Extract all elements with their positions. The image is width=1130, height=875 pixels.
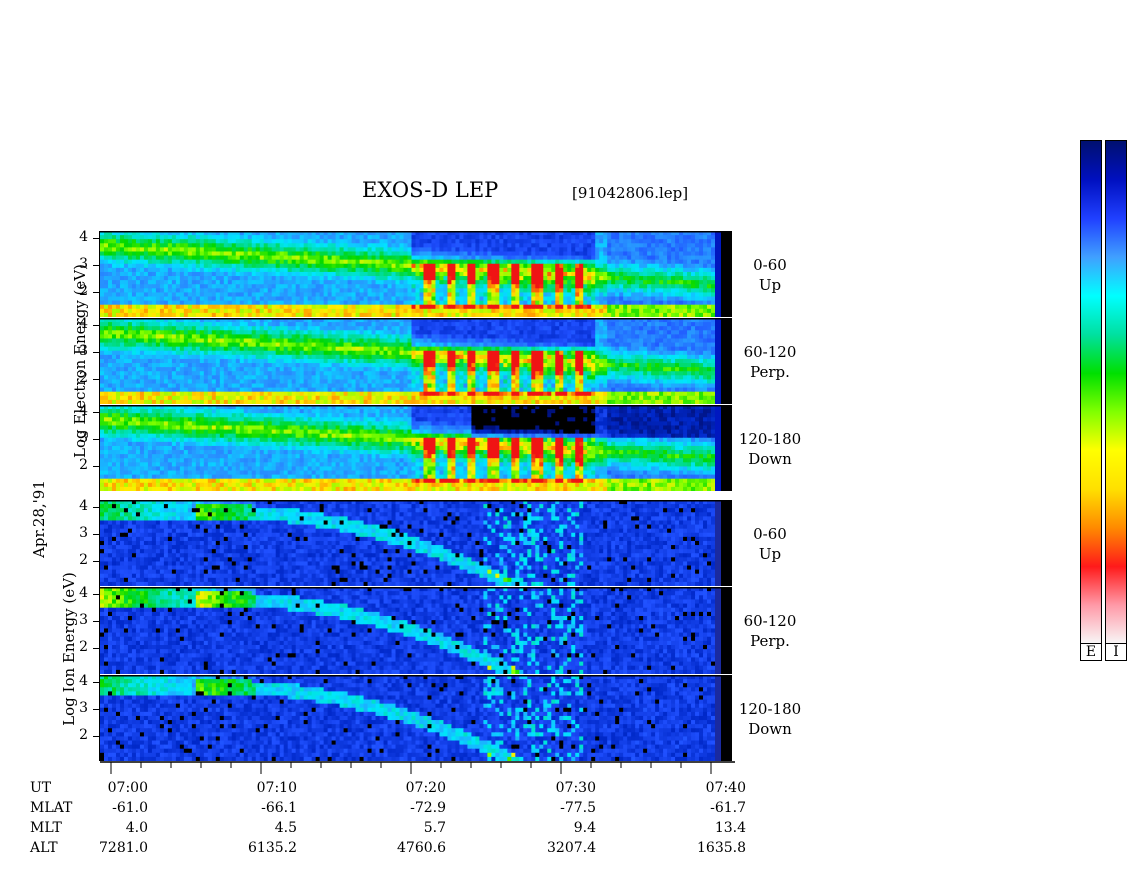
ion-y-axis-label: Log Ion Energy (eV) [60, 572, 78, 726]
y-tick-mark [93, 534, 100, 535]
orbit-value: 4760.6 [397, 840, 446, 856]
orbit-value: -61.0 [112, 800, 148, 816]
date-label: Apr.28,'91 [30, 480, 48, 558]
pitch-angle-label: 0-60 Up [735, 524, 805, 564]
y-tick-label: 4 [79, 229, 88, 245]
pitch-angle-range: 0-60 [753, 256, 787, 274]
x-axis [100, 761, 735, 774]
pitch-angle-label: 120-180 Down [735, 699, 805, 739]
y-tick-label: 4 [79, 316, 88, 332]
y-tick-mark [93, 292, 100, 293]
y-tick-label: 2 [79, 552, 88, 568]
pitch-angle-range: 120-180 [738, 700, 802, 718]
y-tick-mark [93, 265, 100, 266]
colorbar-electron-label: E [1080, 643, 1102, 661]
y-tick-mark [93, 379, 100, 380]
electron-y-axis-label: Log Electron Energy (eV) [71, 264, 89, 458]
orbit-value: 07:10 [256, 780, 297, 796]
orbit-value: -72.9 [410, 800, 446, 816]
pitch-angle-label: 120-180 Down [735, 429, 805, 469]
pitch-angle-range: 60-120 [743, 612, 797, 630]
y-tick-mark [93, 594, 100, 595]
colorbar-ion-label: I [1105, 643, 1127, 661]
y-tick-label: 3 [79, 256, 88, 272]
pitch-angle-range: 0-60 [753, 525, 787, 543]
y-tick-label: 2 [79, 457, 88, 473]
pitch-angle-label: 60-120 Perp. [735, 342, 805, 382]
orbit-value: -66.1 [261, 800, 297, 816]
pitch-angle-direction: Perp. [750, 363, 790, 381]
chart-title: EXOS-D LEP [362, 178, 499, 202]
orbit-value: 4.0 [125, 820, 148, 836]
pitch-angle-direction: Up [758, 545, 782, 563]
orbit-value: 9.4 [573, 820, 596, 836]
pitch-angle-direction: Down [748, 450, 792, 468]
ion-panel-0 [100, 500, 732, 586]
y-tick-label: 3 [79, 430, 88, 446]
y-tick-label: 3 [79, 525, 88, 541]
electron-panel-2 [100, 405, 732, 491]
orbit-value: 13.4 [714, 820, 746, 836]
y-tick-label: 2 [79, 727, 88, 743]
ion-panel-1 [100, 587, 732, 674]
orbit-value: 5.7 [423, 820, 446, 836]
pitch-angle-direction: Down [748, 720, 792, 738]
y-tick-label: 3 [79, 612, 88, 628]
y-tick-label: 2 [79, 639, 88, 655]
orbit-row-label: UT [30, 780, 52, 796]
y-tick-mark [93, 466, 100, 467]
y-tick-mark [93, 325, 100, 326]
orbit-value: 4.5 [274, 820, 297, 836]
y-tick-mark [93, 648, 100, 649]
y-tick-mark [93, 238, 100, 239]
pitch-angle-direction: Perp. [750, 632, 790, 650]
y-tick-mark [93, 507, 100, 508]
y-axis-line [99, 231, 100, 761]
electron-panel-0 [100, 231, 732, 317]
orbit-value: -61.7 [710, 800, 746, 816]
orbit-value: 1635.8 [697, 840, 746, 856]
y-tick-label: 2 [79, 370, 88, 386]
electron-panel-1 [100, 318, 732, 404]
y-tick-mark [93, 412, 100, 413]
orbit-value: 7281.0 [99, 840, 148, 856]
y-tick-mark [93, 561, 100, 562]
y-tick-label: 2 [79, 283, 88, 299]
pitch-angle-label: 0-60 Up [735, 255, 805, 295]
ion-panel-2 [100, 675, 732, 761]
orbit-value: 3207.4 [547, 840, 596, 856]
y-tick-mark [93, 352, 100, 353]
y-tick-label: 4 [79, 585, 88, 601]
colorbar-ion [1105, 140, 1127, 645]
orbit-row-label: MLAT [30, 800, 73, 816]
orbit-value: 07:20 [405, 780, 446, 796]
pitch-angle-range: 60-120 [743, 343, 797, 361]
y-tick-label: 4 [79, 403, 88, 419]
pitch-angle-range: 120-180 [738, 430, 802, 448]
pitch-angle-direction: Up [758, 276, 782, 294]
y-tick-mark [93, 709, 100, 710]
y-tick-label: 3 [79, 700, 88, 716]
colorbar-electron [1080, 140, 1102, 645]
y-tick-mark [93, 621, 100, 622]
orbit-value: 07:30 [555, 780, 596, 796]
orbit-row-label: MLT [30, 820, 62, 836]
orbit-value: 07:00 [107, 780, 148, 796]
orbit-value: 07:40 [705, 780, 746, 796]
y-tick-label: 3 [79, 343, 88, 359]
orbit-value: 6135.2 [248, 840, 297, 856]
y-tick-mark [93, 736, 100, 737]
y-tick-label: 4 [79, 498, 88, 514]
y-tick-mark [93, 682, 100, 683]
orbit-value: -77.5 [560, 800, 596, 816]
pitch-angle-label: 60-120 Perp. [735, 611, 805, 651]
y-tick-label: 4 [79, 673, 88, 689]
file-id: [91042806.lep] [572, 184, 689, 202]
y-tick-mark [93, 439, 100, 440]
orbit-row-label: ALT [30, 840, 58, 856]
